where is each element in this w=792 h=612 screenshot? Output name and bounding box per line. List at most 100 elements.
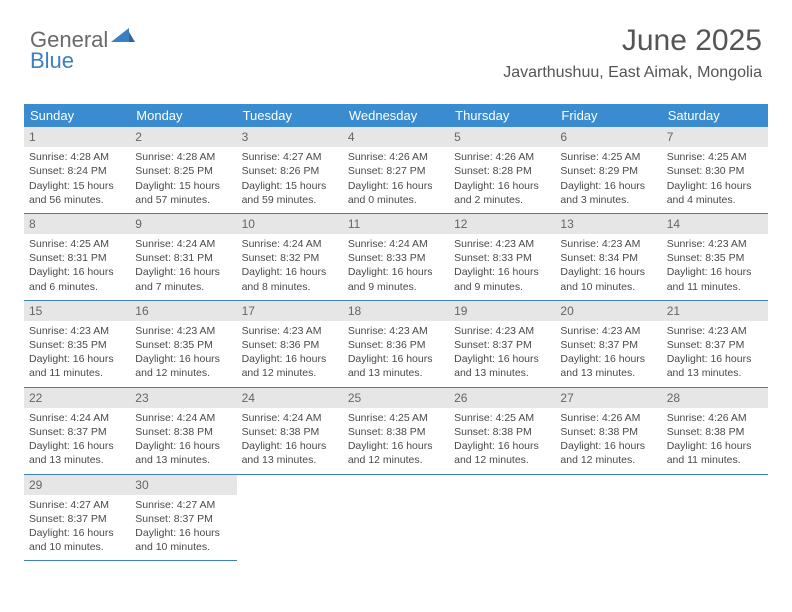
sunrise-text: Sunrise: 4:24 AM <box>135 411 231 425</box>
daylight-text: Daylight: 16 hours <box>560 179 656 193</box>
sunset-text: Sunset: 8:37 PM <box>667 338 763 352</box>
calendar-cell: 4Sunrise: 4:26 AMSunset: 8:27 PMDaylight… <box>343 127 449 213</box>
daylight-text: Daylight: 16 hours <box>135 352 231 366</box>
calendar-cell <box>555 474 661 561</box>
calendar-cell: 25Sunrise: 4:25 AMSunset: 8:38 PMDayligh… <box>343 387 449 474</box>
sunset-text: Sunset: 8:38 PM <box>560 425 656 439</box>
calendar-cell: 26Sunrise: 4:25 AMSunset: 8:38 PMDayligh… <box>449 387 555 474</box>
daylight-text: Daylight: 16 hours <box>29 352 125 366</box>
daylight-text: and 12 minutes. <box>560 453 656 467</box>
sunset-text: Sunset: 8:28 PM <box>454 164 550 178</box>
calendar-cell <box>343 474 449 561</box>
calendar-cell: 23Sunrise: 4:24 AMSunset: 8:38 PMDayligh… <box>130 387 236 474</box>
daylight-text: Daylight: 16 hours <box>454 352 550 366</box>
sunrise-text: Sunrise: 4:23 AM <box>348 324 444 338</box>
sunset-text: Sunset: 8:38 PM <box>667 425 763 439</box>
calendar-row: 22Sunrise: 4:24 AMSunset: 8:37 PMDayligh… <box>24 387 768 474</box>
sunset-text: Sunset: 8:37 PM <box>29 425 125 439</box>
logo: General Blue <box>30 26 135 53</box>
sunrise-text: Sunrise: 4:23 AM <box>454 324 550 338</box>
sunrise-text: Sunrise: 4:23 AM <box>135 324 231 338</box>
weekday-header: Wednesday <box>343 104 449 127</box>
sunrise-text: Sunrise: 4:24 AM <box>242 237 338 251</box>
calendar-table: Sunday Monday Tuesday Wednesday Thursday… <box>24 104 768 561</box>
sunset-text: Sunset: 8:31 PM <box>135 251 231 265</box>
sunrise-text: Sunrise: 4:25 AM <box>454 411 550 425</box>
sunrise-text: Sunrise: 4:23 AM <box>560 324 656 338</box>
calendar-cell: 19Sunrise: 4:23 AMSunset: 8:37 PMDayligh… <box>449 300 555 387</box>
sunset-text: Sunset: 8:24 PM <box>29 164 125 178</box>
daylight-text: and 12 minutes. <box>242 366 338 380</box>
sunset-text: Sunset: 8:37 PM <box>454 338 550 352</box>
sunset-text: Sunset: 8:35 PM <box>667 251 763 265</box>
daylight-text: Daylight: 16 hours <box>667 179 763 193</box>
sunrise-text: Sunrise: 4:26 AM <box>667 411 763 425</box>
sunrise-text: Sunrise: 4:27 AM <box>135 498 231 512</box>
daylight-text: and 6 minutes. <box>29 280 125 294</box>
day-number: 4 <box>343 127 449 147</box>
weekday-header: Sunday <box>24 104 130 127</box>
day-number: 5 <box>449 127 555 147</box>
sunrise-text: Sunrise: 4:25 AM <box>348 411 444 425</box>
calendar-cell: 12Sunrise: 4:23 AMSunset: 8:33 PMDayligh… <box>449 213 555 300</box>
month-title: June 2025 <box>503 24 762 58</box>
daylight-text: and 3 minutes. <box>560 193 656 207</box>
sunrise-text: Sunrise: 4:23 AM <box>454 237 550 251</box>
calendar-cell: 30Sunrise: 4:27 AMSunset: 8:37 PMDayligh… <box>130 474 236 561</box>
daylight-text: and 13 minutes. <box>454 366 550 380</box>
calendar-cell: 28Sunrise: 4:26 AMSunset: 8:38 PMDayligh… <box>662 387 768 474</box>
calendar-row: 15Sunrise: 4:23 AMSunset: 8:35 PMDayligh… <box>24 300 768 387</box>
daylight-text: Daylight: 16 hours <box>667 439 763 453</box>
day-number: 21 <box>662 301 768 321</box>
calendar-cell: 20Sunrise: 4:23 AMSunset: 8:37 PMDayligh… <box>555 300 661 387</box>
weekday-header: Monday <box>130 104 236 127</box>
calendar-cell: 9Sunrise: 4:24 AMSunset: 8:31 PMDaylight… <box>130 213 236 300</box>
sunrise-text: Sunrise: 4:23 AM <box>667 237 763 251</box>
daylight-text: Daylight: 16 hours <box>348 179 444 193</box>
daylight-text: and 11 minutes. <box>29 366 125 380</box>
logo-text-blue: Blue <box>30 48 74 74</box>
daylight-text: Daylight: 16 hours <box>348 352 444 366</box>
calendar-cell: 10Sunrise: 4:24 AMSunset: 8:32 PMDayligh… <box>237 213 343 300</box>
sunset-text: Sunset: 8:26 PM <box>242 164 338 178</box>
sunset-text: Sunset: 8:38 PM <box>348 425 444 439</box>
daylight-text: Daylight: 16 hours <box>454 439 550 453</box>
sunset-text: Sunset: 8:35 PM <box>135 338 231 352</box>
sunrise-text: Sunrise: 4:25 AM <box>29 237 125 251</box>
day-number: 24 <box>237 388 343 408</box>
sunset-text: Sunset: 8:37 PM <box>560 338 656 352</box>
day-number: 10 <box>237 214 343 234</box>
sunset-text: Sunset: 8:38 PM <box>242 425 338 439</box>
day-number: 7 <box>662 127 768 147</box>
sunrise-text: Sunrise: 4:26 AM <box>560 411 656 425</box>
calendar-cell: 5Sunrise: 4:26 AMSunset: 8:28 PMDaylight… <box>449 127 555 213</box>
daylight-text: and 13 minutes. <box>560 366 656 380</box>
sunrise-text: Sunrise: 4:26 AM <box>348 150 444 164</box>
daylight-text: Daylight: 16 hours <box>135 439 231 453</box>
daylight-text: and 4 minutes. <box>667 193 763 207</box>
daylight-text: and 10 minutes. <box>135 540 231 554</box>
calendar-cell: 3Sunrise: 4:27 AMSunset: 8:26 PMDaylight… <box>237 127 343 213</box>
day-number: 1 <box>24 127 130 147</box>
daylight-text: and 10 minutes. <box>560 280 656 294</box>
daylight-text: and 12 minutes. <box>454 453 550 467</box>
day-number: 8 <box>24 214 130 234</box>
sunrise-text: Sunrise: 4:28 AM <box>29 150 125 164</box>
day-number: 14 <box>662 214 768 234</box>
daylight-text: and 12 minutes. <box>135 366 231 380</box>
sunrise-text: Sunrise: 4:24 AM <box>29 411 125 425</box>
calendar-cell: 14Sunrise: 4:23 AMSunset: 8:35 PMDayligh… <box>662 213 768 300</box>
daylight-text: and 2 minutes. <box>454 193 550 207</box>
weekday-header: Saturday <box>662 104 768 127</box>
daylight-text: and 56 minutes. <box>29 193 125 207</box>
sunset-text: Sunset: 8:38 PM <box>454 425 550 439</box>
daylight-text: Daylight: 16 hours <box>135 265 231 279</box>
daylight-text: and 10 minutes. <box>29 540 125 554</box>
daylight-text: Daylight: 15 hours <box>135 179 231 193</box>
calendar-cell: 7Sunrise: 4:25 AMSunset: 8:30 PMDaylight… <box>662 127 768 213</box>
daylight-text: Daylight: 16 hours <box>560 439 656 453</box>
sunrise-text: Sunrise: 4:27 AM <box>29 498 125 512</box>
daylight-text: Daylight: 15 hours <box>29 179 125 193</box>
daylight-text: Daylight: 16 hours <box>29 526 125 540</box>
calendar-row: 29Sunrise: 4:27 AMSunset: 8:37 PMDayligh… <box>24 474 768 561</box>
